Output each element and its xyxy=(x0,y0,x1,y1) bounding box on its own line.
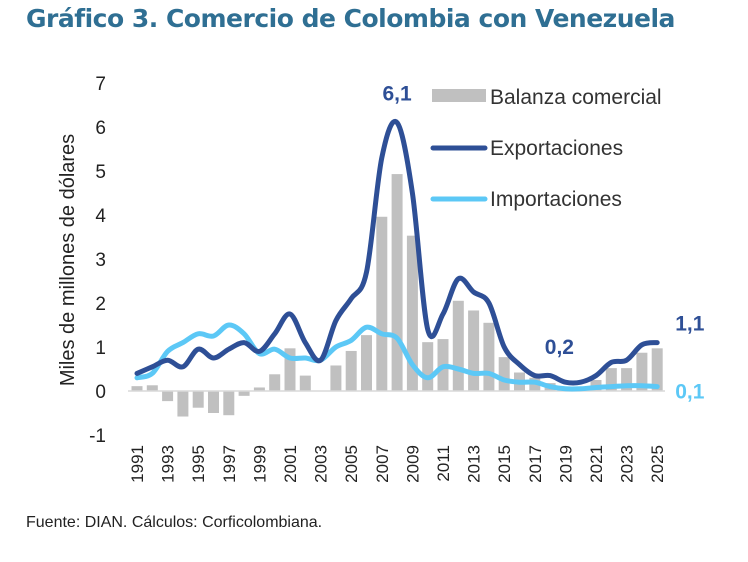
bar-balanza-2025 xyxy=(651,348,663,391)
line-exportaciones xyxy=(134,118,660,386)
x-tick-label: 1995 xyxy=(189,445,208,483)
bar-balanza-2008 xyxy=(391,174,403,391)
x-tick-label: 2001 xyxy=(281,445,300,483)
bar-balanza-2000 xyxy=(269,374,281,391)
x-tick-label: 2021 xyxy=(587,445,606,483)
x-tick-label: 1999 xyxy=(250,445,269,483)
x-tick-label: 2017 xyxy=(526,445,545,483)
x-tick-label: 2015 xyxy=(495,445,514,483)
y-tick-label: 6 xyxy=(95,118,106,139)
y-tick-label: 3 xyxy=(95,250,106,271)
bar-balanza-2014 xyxy=(483,322,495,391)
data-label-exportaciones-2008: 6,1 xyxy=(382,83,412,106)
bar-balanza-2013 xyxy=(468,310,480,391)
bar-balanza-2012 xyxy=(452,300,464,391)
x-tick-label: 2013 xyxy=(465,445,484,483)
bar-balanza-1996 xyxy=(208,391,219,413)
bar-balanza-1995 xyxy=(192,391,204,408)
data-label-importaciones-2025: 0,1 xyxy=(675,381,705,404)
bar-balanza-2002 xyxy=(299,375,311,391)
y-tick-label: 0 xyxy=(95,382,106,403)
y-tick-label: 1 xyxy=(95,338,106,359)
legend-swatch-balanza xyxy=(432,89,486,102)
legend-label-exportaciones: Exportaciones xyxy=(490,137,623,160)
x-tick-label: 2003 xyxy=(312,445,331,483)
bar-balanza-2010 xyxy=(422,342,434,391)
legend: Balanza comercial Exportaciones Importac… xyxy=(430,86,662,211)
legend-label-balanza: Balanza comercial xyxy=(490,86,662,109)
x-tick-label: 2023 xyxy=(618,445,637,483)
y-tick-label: 5 xyxy=(95,162,106,183)
x-tick-label: 2019 xyxy=(556,445,575,483)
x-tick-label: 1997 xyxy=(220,445,239,483)
bar-balanza-1998 xyxy=(238,391,250,396)
x-tick-label: 2007 xyxy=(373,445,392,483)
bar-balanza-1994 xyxy=(177,391,189,417)
y-tick-label: 2 xyxy=(95,294,106,315)
y-tick-label: 7 xyxy=(95,74,106,95)
source-note: Fuente: DIAN. Cálculos: Corficolombiana. xyxy=(26,514,323,531)
bar-balanza-2005 xyxy=(345,350,357,391)
x-tick-label: 2011 xyxy=(434,445,453,482)
data-label-exportaciones-2025: 1,1 xyxy=(675,313,705,336)
x-tick-label: 2005 xyxy=(342,445,361,483)
bar-balanza-1993 xyxy=(162,391,174,402)
bar-balanza-2006 xyxy=(361,335,372,391)
bar-balanza-2001 xyxy=(284,348,296,391)
x-tick-label: 1993 xyxy=(159,445,178,483)
bar-balanza-1992 xyxy=(146,385,158,391)
bar-balanza-2004 xyxy=(330,365,342,391)
legend-label-importaciones: Importaciones xyxy=(490,188,622,211)
data-label-exportaciones-2019: 0,2 xyxy=(545,336,574,359)
chart-title: Gráfico 3. Comercio de Colombia con Vene… xyxy=(26,4,675,33)
bar-balanza-2007 xyxy=(376,216,388,391)
bar-balanza-2024 xyxy=(636,352,648,391)
bar-balanza-1999 xyxy=(253,387,265,391)
x-tick-label: 1991 xyxy=(128,445,147,483)
bar-balanza-2022 xyxy=(605,368,617,391)
x-tick-label: 2025 xyxy=(648,445,667,483)
bar-balanza-2015 xyxy=(498,357,510,391)
bar-balanza-2023 xyxy=(621,368,633,391)
bar-balanza-1991 xyxy=(131,386,143,391)
bar-balanza-2009 xyxy=(406,235,418,391)
y-tick-label: 4 xyxy=(95,206,106,227)
line-importaciones xyxy=(134,322,660,392)
y-axis-label: Miles de millones de dólares xyxy=(57,134,79,386)
y-tick-label: -1 xyxy=(89,426,106,447)
x-tick-label: 2009 xyxy=(403,445,422,483)
bar-balanza-1997 xyxy=(223,391,235,416)
